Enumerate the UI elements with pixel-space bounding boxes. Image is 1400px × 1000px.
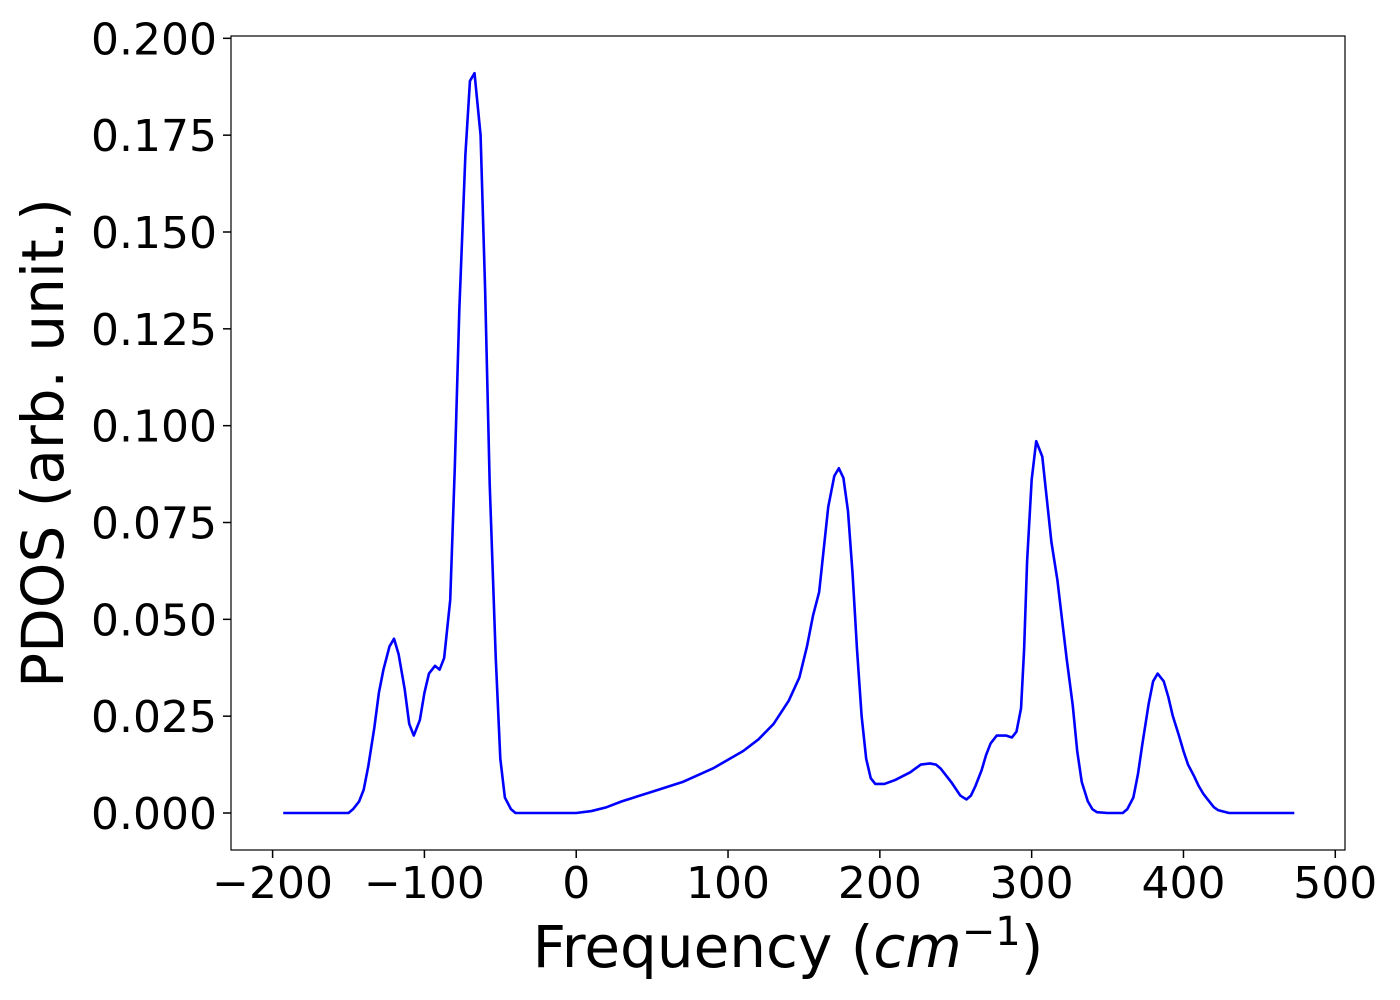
y-tick-label: 0.100 [91,402,217,453]
x-tick-label: 400 [1141,858,1225,909]
pdos-line [283,71,1295,815]
x-tick-label: −200 [212,858,333,909]
y-tick-label: 0.050 [91,595,217,646]
y-tick-label: 0.000 [91,789,217,840]
x-tick-label: 100 [686,858,770,909]
x-tick-label: 200 [838,858,922,909]
y-tick-label: 0.125 [91,305,217,356]
y-tick-label: 0.025 [91,692,217,743]
y-tick-label: 0.150 [91,208,217,259]
y-tick-label: 0.200 [91,14,217,65]
x-label-part: Frequency ( [533,913,874,981]
x-tick-label: −100 [364,858,485,909]
y-tick-label: 0.075 [91,499,217,550]
y-tick-label: 0.175 [91,111,217,162]
x-tick-label: 500 [1293,858,1377,909]
x-tick-label: 300 [990,858,1074,909]
y-axis-label: PDOS (arb. unit.) [9,198,77,688]
x-label-part: cm [873,913,961,981]
x-tick-label: 0 [562,858,590,909]
x-label-part: −1 [962,909,1021,955]
x-label-part: ) [1021,913,1044,981]
plot-frame [230,35,1346,851]
x-axis-label: Frequency (cm−1) [533,909,1044,981]
